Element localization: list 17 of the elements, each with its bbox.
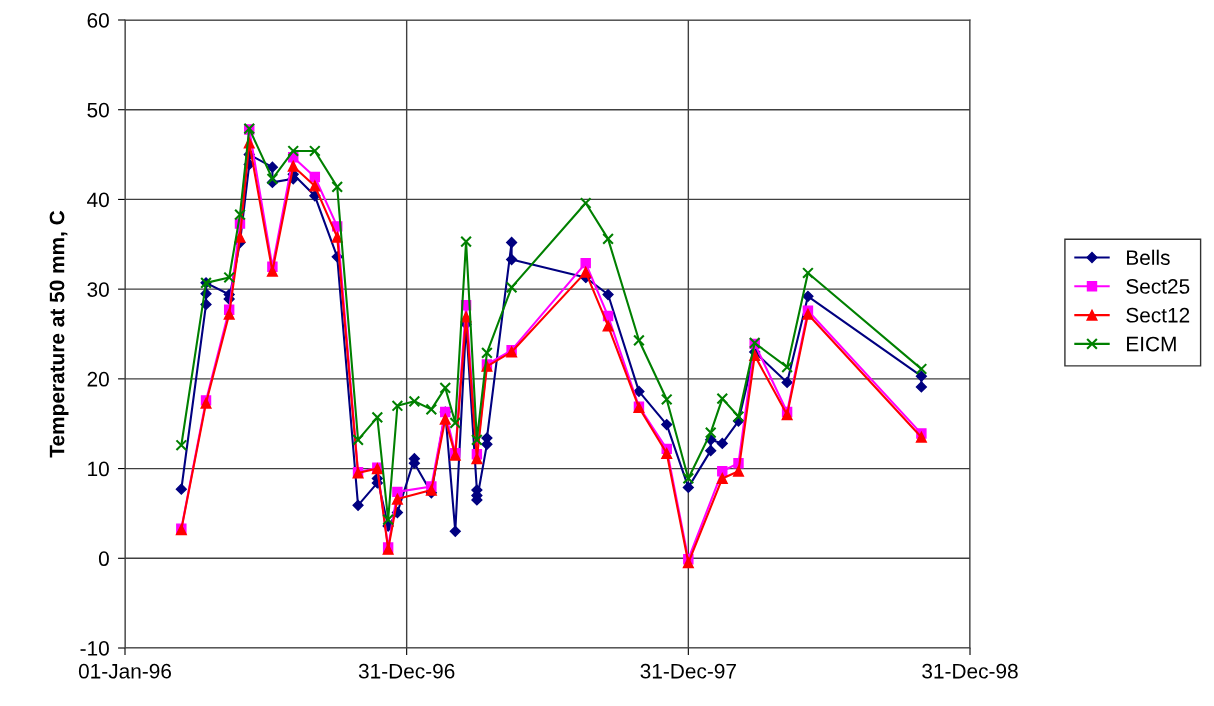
y-tick-label: 40: [87, 192, 109, 208]
legend-label: Sect25: [1126, 279, 1190, 294]
y-axis-title: Temperature at 50 mm, C: [49, 210, 69, 458]
x-tick-label: 31-Dec-98: [922, 663, 1018, 679]
y-tick-label: 20: [87, 371, 109, 387]
y-tick-label: 30: [87, 282, 109, 297]
legend-label: Bells: [1127, 249, 1170, 265]
y-tick-label: -10: [80, 641, 109, 656]
y-tick-label: 0: [98, 551, 109, 567]
x-tick-label: 31-Dec-97: [640, 663, 736, 679]
x-tick-label: 01-Jan-96: [78, 663, 171, 679]
y-tick-label: 10: [88, 461, 109, 477]
legend-label: Sect12: [1126, 307, 1190, 323]
y-tick-label: 60: [87, 13, 109, 28]
y-tick-label: 50: [87, 102, 109, 118]
x-tick-label: 31-Dec-96: [358, 663, 455, 679]
legend-label: EICM: [1127, 336, 1176, 352]
